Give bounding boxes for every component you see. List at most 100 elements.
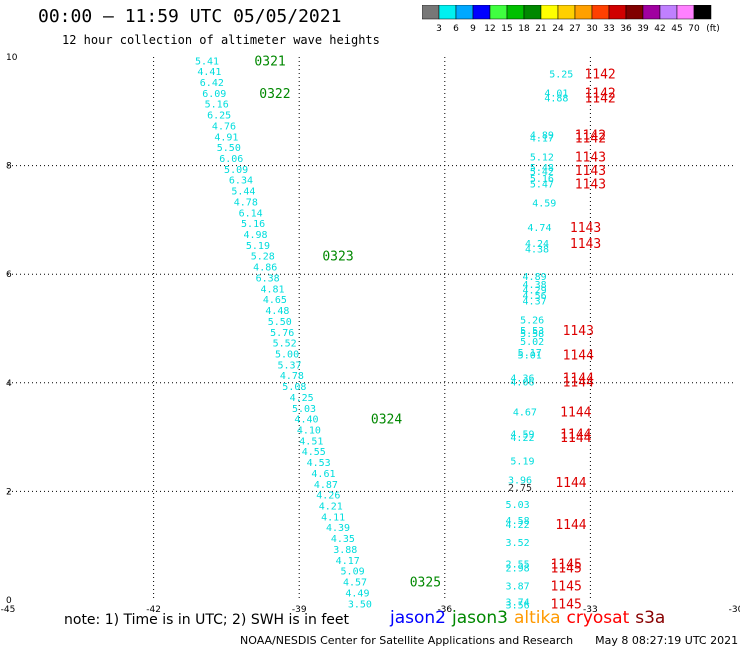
colorbar-tick-label: 42: [654, 24, 665, 34]
wave-height-point: 6.14: [239, 208, 263, 219]
wave-height-point: 6.38: [256, 273, 280, 284]
wave-height-point: 4.41: [197, 67, 221, 78]
wave-height-point: 4.86: [253, 263, 277, 274]
time-label: 1144: [563, 376, 594, 391]
wave-height-point: 4.58: [506, 516, 530, 527]
time-label: 0322: [259, 87, 290, 102]
wave-height-point: 4.67: [513, 408, 537, 419]
wave-height-point: 5.12: [530, 152, 554, 163]
time-label: 1144: [560, 427, 591, 442]
x-tick-label: -45: [1, 605, 16, 615]
time-label: 1143: [575, 150, 606, 165]
wave-height-point: 5.25: [549, 69, 573, 80]
colorbar-tick-label: 24: [552, 24, 564, 34]
wave-height-point: 5.01: [518, 351, 542, 362]
wave-height-point: 5.58: [520, 329, 544, 340]
time-label: 1144: [560, 406, 591, 421]
wave-height-point: 3.74: [506, 598, 530, 609]
wave-height-point: 4.39: [326, 523, 350, 534]
legend-entry: s3a: [635, 608, 666, 628]
wave-height-point: 4.51: [299, 436, 323, 447]
time-label: 1144: [563, 349, 594, 364]
time-label: 1143: [575, 164, 606, 179]
time-label: 0325: [410, 576, 441, 591]
wave-height-point: 5.17: [518, 348, 542, 359]
time-label: 1144: [555, 518, 586, 533]
wave-height-point: 5.50: [268, 317, 292, 328]
legend-entry: jason2: [390, 608, 446, 628]
time-label: 1143: [563, 324, 594, 339]
wave-height-point: 4.17: [530, 133, 554, 144]
time-label: 1142: [584, 67, 615, 82]
time-label: 1142: [584, 86, 615, 101]
wave-height-point: 4.38: [523, 280, 547, 291]
wave-height-point: 3.52: [506, 538, 530, 549]
colorbar-unit: (ft): [706, 24, 720, 34]
time-label: 1145: [550, 558, 581, 573]
colorbar-tick-label: 9: [470, 24, 476, 34]
wave-height-point: 6.06: [219, 154, 243, 165]
wave-height-point: 4.35: [331, 534, 355, 545]
wave-height-point: 5.76: [270, 328, 294, 339]
time-label: 1144: [555, 476, 586, 491]
wave-height-point: 4.29: [523, 285, 547, 296]
colorbar-swatch: [693, 5, 712, 20]
wave-height-point: 4.81: [260, 284, 284, 295]
page-subtitle: 12 hour collection of altimeter wave hei…: [62, 33, 380, 47]
wave-height-point: 5.26: [520, 315, 544, 326]
wave-height-point: 4.25: [290, 393, 314, 404]
wave-height-point: 4.37: [523, 296, 547, 307]
wave-height-point: 4.01: [544, 88, 568, 99]
wave-height-point: 4.76: [212, 121, 236, 132]
wave-height-point: 4.55: [302, 447, 326, 458]
wave-height-point: 3.87: [506, 581, 530, 592]
wave-height-point: 2.98: [506, 563, 530, 574]
footer-note: note: 1) Time is in UTC; 2) SWH is in fe…: [64, 612, 350, 628]
wave-height-point: 4.91: [214, 132, 238, 143]
wave-height-point: 3.56: [506, 600, 530, 611]
wave-height-point: 4.38: [525, 245, 549, 256]
x-tick-label: -33: [583, 605, 598, 615]
y-tick-label: 2: [6, 487, 12, 497]
time-label: 1142: [575, 129, 606, 144]
time-label: 1143: [570, 221, 601, 236]
wave-height-point: 4.49: [345, 588, 369, 599]
wave-height-point: 3.96: [508, 475, 532, 486]
wave-height-point: 5.03: [506, 500, 530, 511]
colorbar-tick-label: 70: [688, 24, 700, 34]
time-label: 1142: [575, 131, 606, 146]
x-tick-label: -39: [292, 605, 307, 615]
colorbar-tick-label: 3: [436, 24, 442, 34]
wave-height-point: 5.02: [520, 337, 544, 348]
legend-entry: altika: [514, 608, 561, 628]
wave-height-point: 5.52: [273, 339, 297, 350]
wave-height-point: 4.88: [544, 94, 568, 105]
wave-height-point: 4.74: [527, 223, 551, 234]
wave-height-point: 5.37: [277, 360, 301, 371]
x-tick-label: -30: [729, 605, 740, 615]
wave-height-point: 6.34: [229, 176, 253, 187]
wave-height-point: 4.17: [336, 556, 360, 567]
wave-height-point: 3.50: [348, 599, 372, 610]
wave-height-point: 4.48: [265, 306, 289, 317]
wave-height-point: 4.59: [532, 199, 556, 210]
wave-height-point: 4.78: [234, 197, 258, 208]
wave-height-point: 6.25: [207, 111, 231, 122]
time-label: 0321: [254, 54, 285, 69]
wave-height-point: 5.19: [246, 241, 270, 252]
wave-height-point: 4.59: [510, 429, 534, 440]
colorbar-tick-label: 30: [586, 24, 598, 34]
time-label: 0324: [371, 413, 402, 428]
wave-height-point: 5.53: [520, 326, 544, 337]
wave-height-point: 2.55: [506, 560, 530, 571]
wave-height-point: 5.19: [510, 456, 534, 467]
wave-height-point: 5.16: [205, 100, 229, 111]
wave-height-point: 5.08: [282, 382, 306, 393]
wave-height-point: 5.47: [530, 180, 554, 191]
wave-height-point: 4.24: [525, 239, 549, 250]
wave-height-chart: -45-42-39-36-33-3002468105.414.416.426.0…: [1, 53, 740, 615]
legend-entry: cryosat: [566, 608, 630, 628]
time-label: 1145: [550, 597, 581, 612]
page-title: 00:00 – 11:59 UTC 05/05/2021: [38, 6, 342, 27]
legend-entry: jason3: [452, 608, 508, 628]
